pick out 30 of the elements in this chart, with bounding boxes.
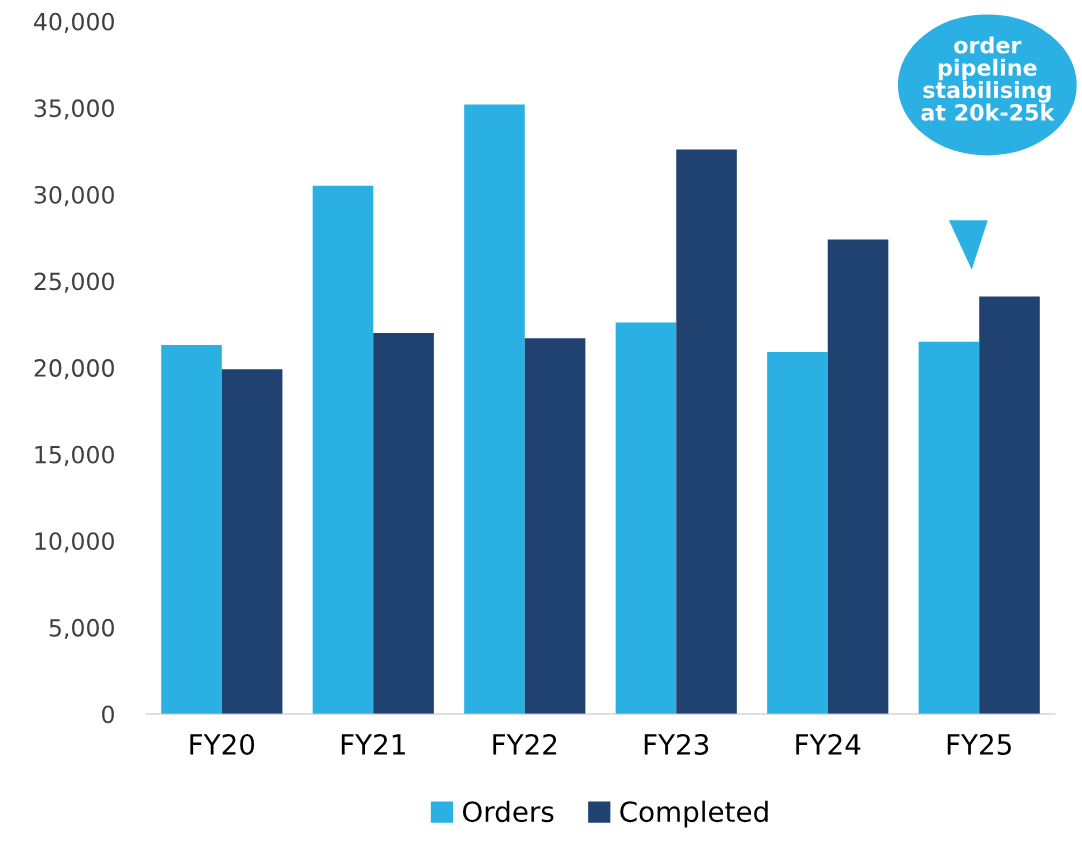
annotation: order pipeline stabilising at 20k-25k bbox=[921, 36, 1055, 121]
bar bbox=[464, 104, 525, 714]
y-tick-label: 0 bbox=[102, 705, 114, 724]
y-tick-label: 40,000 bbox=[34, 12, 114, 33]
x-tick-label: FY20 bbox=[190, 733, 255, 755]
x-tick-label: FY24 bbox=[796, 733, 861, 755]
y-tick-label: 10,000 bbox=[35, 532, 114, 553]
legend-label: Orders bbox=[462, 800, 554, 823]
y-tick-label: 20,000 bbox=[34, 359, 114, 380]
bar bbox=[161, 345, 222, 714]
y-tick-label: 15,000 bbox=[35, 445, 114, 466]
bar bbox=[373, 332, 434, 714]
bar bbox=[312, 185, 374, 714]
bar bbox=[979, 296, 1040, 714]
x-tick-label: FY25 bbox=[947, 733, 1011, 755]
x-tick-label: FY22 bbox=[493, 733, 557, 755]
bar bbox=[615, 322, 677, 714]
x-tick-label: FY23 bbox=[644, 733, 709, 755]
bar bbox=[767, 352, 828, 714]
bar bbox=[221, 369, 283, 714]
y-tick-label: 30,000 bbox=[34, 185, 114, 207]
bar bbox=[676, 149, 737, 714]
y-tick-label: 35,000 bbox=[34, 99, 114, 120]
x-tick-label: FY21 bbox=[341, 733, 405, 755]
bar bbox=[918, 341, 980, 714]
y-tick-label: 5,000 bbox=[49, 618, 114, 640]
bar bbox=[827, 239, 889, 714]
bar bbox=[524, 338, 586, 714]
legend-label: Completed bbox=[620, 800, 768, 828]
y-tick-label: 25,000 bbox=[34, 272, 114, 293]
